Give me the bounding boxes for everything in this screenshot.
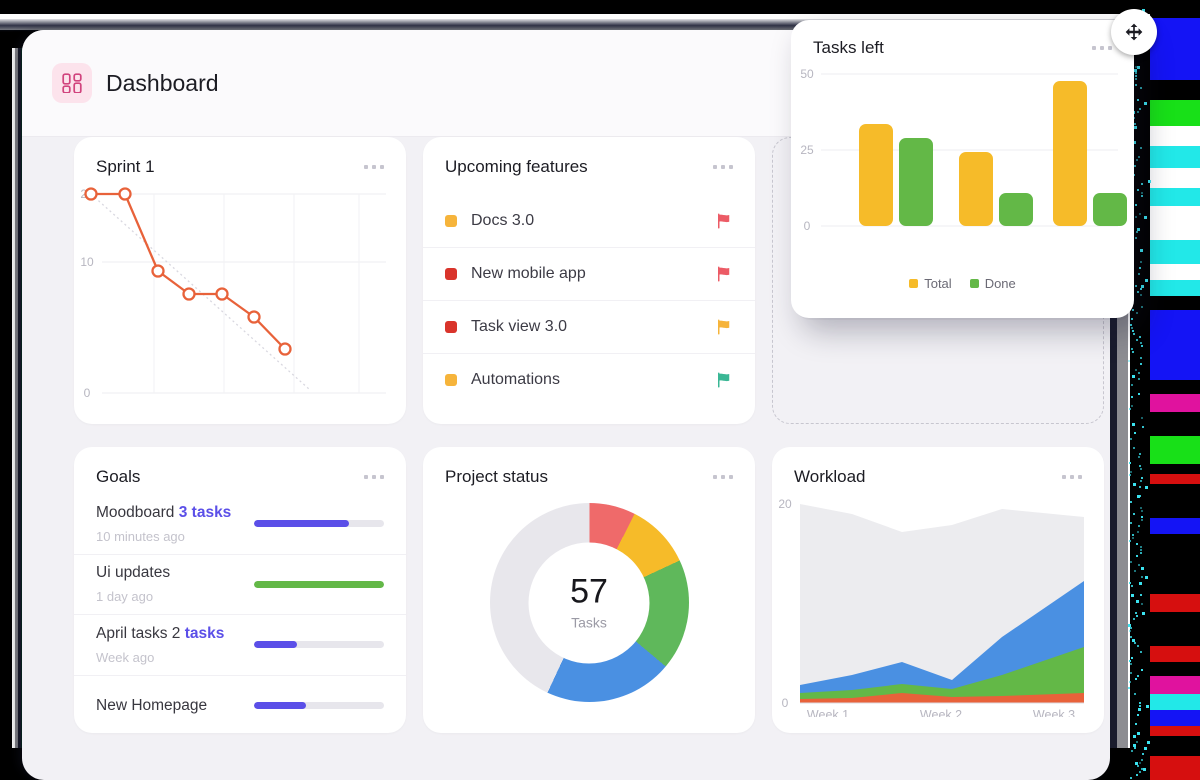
svg-text:0: 0 — [84, 386, 91, 400]
svg-text:25: 25 — [800, 143, 814, 157]
svg-text:Week 3: Week 3 — [1033, 708, 1075, 717]
svg-text:10: 10 — [80, 255, 94, 269]
svg-text:0: 0 — [782, 696, 789, 710]
svg-text:20: 20 — [778, 497, 792, 511]
svg-text:0: 0 — [804, 219, 811, 233]
svg-text:50: 50 — [800, 67, 814, 81]
svg-text:Week 2: Week 2 — [920, 708, 962, 717]
svg-text:Week 1: Week 1 — [807, 708, 849, 717]
